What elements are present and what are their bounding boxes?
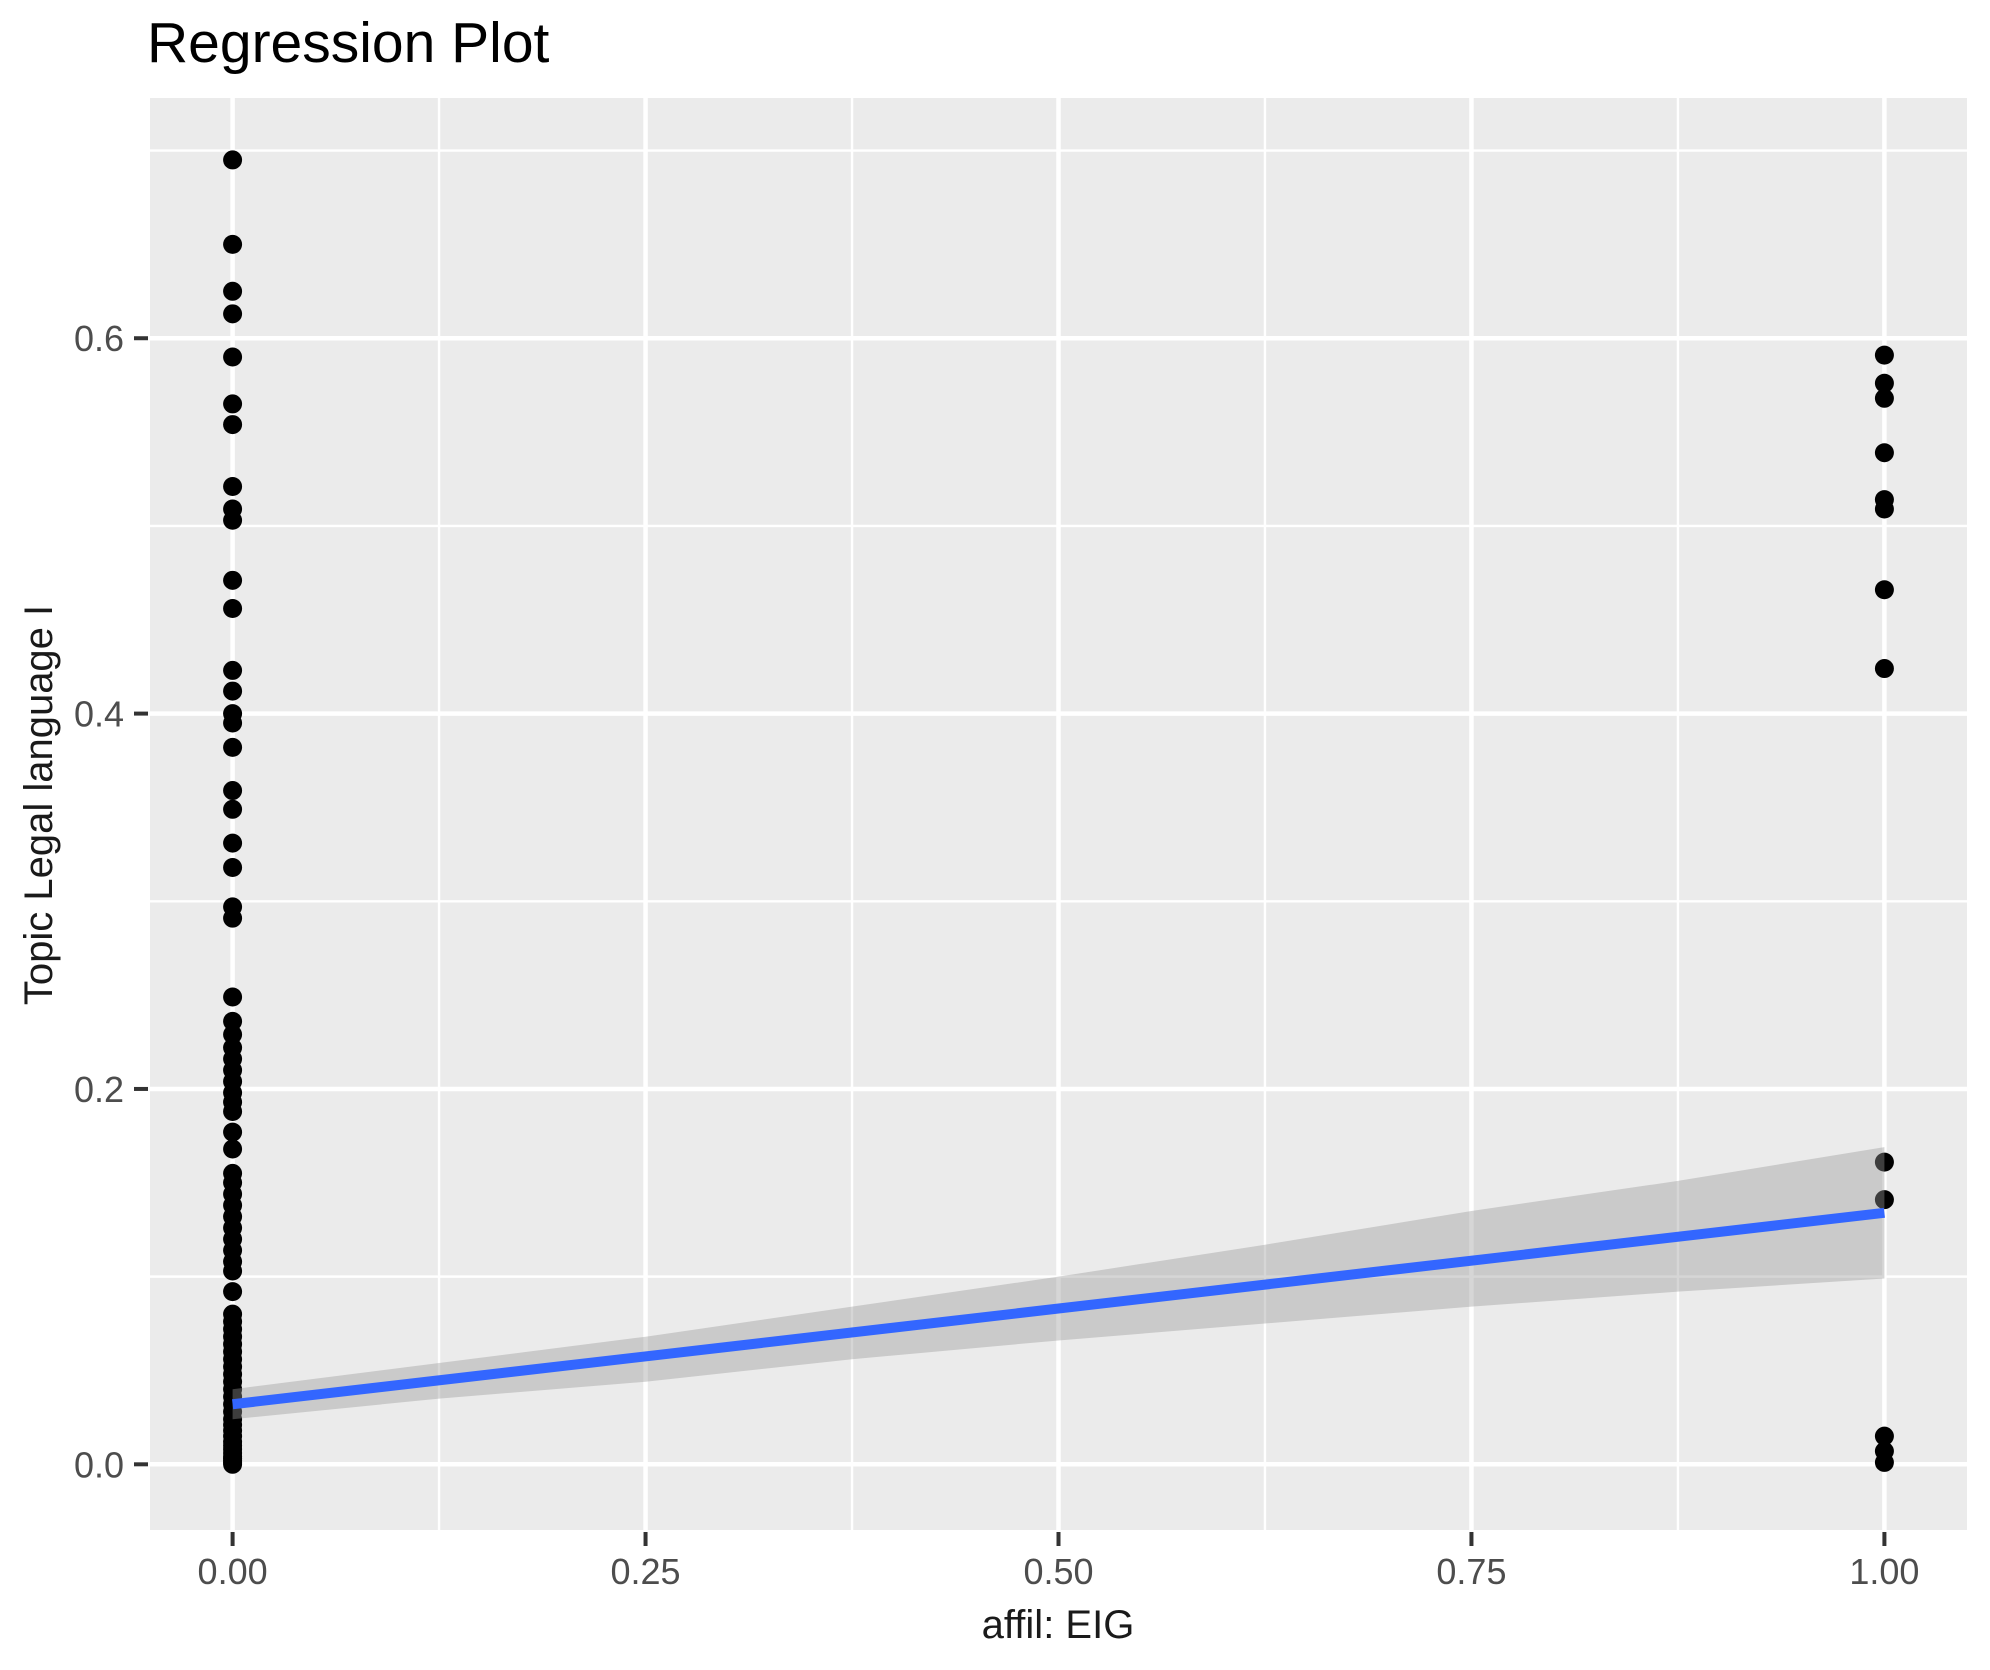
data-point	[223, 660, 243, 680]
data-point	[1874, 659, 1894, 679]
data-point	[1874, 443, 1894, 463]
data-point	[223, 394, 243, 414]
regression-line	[232, 1207, 1885, 1410]
data-point	[223, 510, 243, 530]
data-point	[1874, 499, 1894, 519]
data-point	[1874, 1190, 1894, 1210]
data-point	[223, 713, 243, 733]
data-point	[223, 1282, 243, 1302]
data-point	[223, 781, 243, 801]
data-point	[223, 908, 243, 928]
data-point	[223, 598, 243, 618]
x-tick-label: 1.00	[1849, 1551, 1919, 1592]
data-point	[223, 347, 243, 367]
data-point	[223, 987, 243, 1007]
data-point	[1874, 373, 1894, 393]
data-point	[1874, 1426, 1894, 1446]
data-point	[223, 1122, 243, 1142]
data-point	[223, 570, 243, 590]
data-point	[1874, 345, 1894, 365]
data-point	[223, 1139, 243, 1159]
data-point	[223, 1011, 243, 1031]
data-point	[223, 150, 243, 170]
data-point	[223, 799, 243, 819]
y-tick-label: 0.4	[74, 694, 124, 735]
plot-title: Regression Plot	[147, 11, 550, 75]
data-point	[223, 833, 243, 853]
data-point	[223, 476, 243, 496]
data-point	[223, 1101, 243, 1121]
data-point	[223, 1454, 243, 1474]
data-point	[223, 281, 243, 301]
data-point	[223, 415, 243, 435]
data-point	[223, 681, 243, 701]
data-point	[1874, 1152, 1894, 1172]
x-axis-title: affil: EIG	[982, 1603, 1135, 1647]
data-point	[223, 1261, 243, 1281]
y-tick-label: 0.0	[74, 1444, 124, 1485]
data-point	[1874, 388, 1894, 408]
x-tick-label: 0.00	[198, 1551, 268, 1592]
data-point	[1874, 1452, 1894, 1472]
data-point	[223, 234, 243, 254]
data-point	[223, 1025, 243, 1045]
x-tick-label: 0.75	[1436, 1551, 1506, 1592]
y-tick-label: 0.2	[74, 1069, 124, 1110]
y-tick-label: 0.6	[74, 318, 124, 359]
data-point	[223, 737, 243, 757]
x-tick-label: 0.50	[1023, 1551, 1093, 1592]
confidence-band	[232, 1147, 1885, 1420]
data-point	[1874, 580, 1894, 600]
x-tick-label: 0.25	[611, 1551, 681, 1592]
data-point	[223, 304, 243, 324]
data-point	[223, 857, 243, 877]
y-axis-title: Topic Legal language I	[17, 605, 61, 1005]
